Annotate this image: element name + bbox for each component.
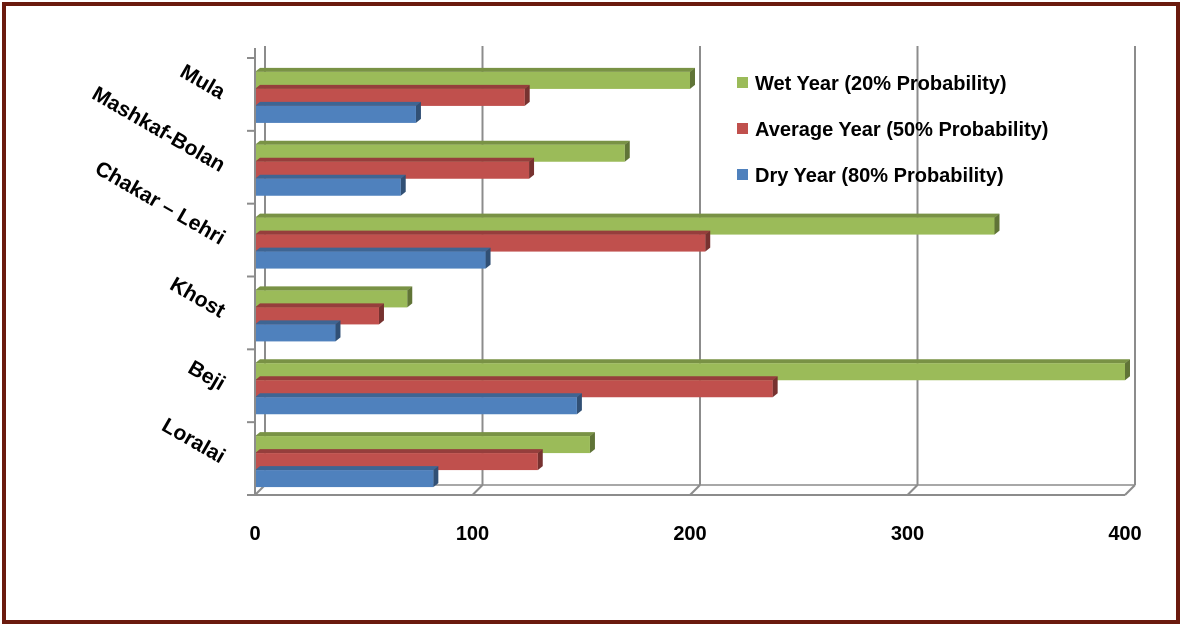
category-label: Mula — [176, 60, 229, 104]
bar-top-face — [255, 286, 413, 291]
category-label: Beji — [184, 356, 229, 395]
bar-top-face — [255, 449, 543, 454]
legend-label: Dry Year (80% Probability) — [755, 165, 1004, 187]
bar-top-face — [255, 230, 711, 235]
bar — [255, 105, 416, 123]
gridline-floor — [689, 484, 701, 496]
bar — [255, 144, 625, 162]
x-tick-label: 0 — [249, 523, 260, 545]
bar-side-face — [994, 213, 1000, 235]
bar-top-face — [255, 84, 530, 89]
category-label: Loralai — [158, 414, 229, 468]
bar — [255, 436, 590, 454]
bar — [255, 397, 577, 415]
bar — [255, 307, 379, 325]
bar — [255, 470, 434, 488]
bar-side-face — [400, 174, 406, 196]
gridline-floor — [1124, 484, 1136, 496]
bar — [255, 380, 773, 398]
bar-top-face — [255, 174, 406, 179]
gridline-floor — [471, 484, 484, 496]
bar-top-face — [255, 140, 630, 145]
bar-side-face — [772, 376, 778, 398]
bars — [255, 67, 1130, 488]
bar-top-face — [255, 432, 595, 437]
bar — [255, 178, 401, 196]
bar-top-face — [255, 466, 439, 471]
x-tick-label: 100 — [456, 523, 489, 545]
bar — [255, 71, 690, 89]
bar-side-face — [378, 303, 384, 325]
bar-side-face — [335, 320, 341, 342]
bar — [255, 363, 1125, 381]
bar-side-face — [433, 466, 439, 488]
bar — [255, 161, 530, 179]
bar-top-face — [255, 359, 1130, 364]
bar-side-face — [537, 449, 543, 471]
gridline-floor — [906, 484, 919, 496]
bar-side-face — [524, 84, 530, 106]
x-tick-label: 300 — [891, 523, 924, 545]
bar — [255, 290, 408, 308]
x-tick-label: 400 — [1108, 523, 1141, 545]
legend-swatch — [737, 123, 748, 134]
bar-side-face — [407, 286, 413, 308]
bar — [255, 234, 706, 252]
bar-top-face — [255, 320, 341, 325]
bar-side-face — [415, 101, 421, 123]
bar-top-face — [255, 303, 384, 308]
bar-top-face — [255, 67, 695, 72]
bar — [255, 217, 995, 235]
bar — [255, 251, 486, 269]
bar — [255, 324, 336, 342]
bar-side-face — [589, 432, 595, 454]
bar-side-face — [705, 230, 711, 252]
legend-swatch — [737, 77, 748, 88]
bar-top-face — [255, 376, 778, 381]
bar-side-face — [624, 140, 630, 162]
legend-swatch — [737, 169, 748, 180]
legend-label: Average Year (50% Probability) — [755, 119, 1048, 141]
bar-side-face — [1125, 359, 1130, 381]
bar-top-face — [255, 101, 421, 106]
bar-top-face — [255, 157, 535, 162]
legend: Wet Year (20% Probability) Average Year (… — [737, 73, 1048, 187]
bar-side-face — [485, 247, 491, 269]
x-tick-label: 200 — [673, 523, 706, 545]
bar-top-face — [255, 247, 491, 252]
bar — [255, 88, 525, 106]
legend-label: Wet Year (20% Probability) — [755, 73, 1007, 95]
bar-side-face — [576, 393, 582, 415]
category-label: Khost — [166, 273, 229, 323]
bar-top-face — [255, 213, 1000, 218]
bar-side-face — [529, 157, 535, 179]
bar — [255, 453, 538, 471]
bar-top-face — [255, 393, 582, 398]
bar-side-face — [690, 67, 695, 89]
